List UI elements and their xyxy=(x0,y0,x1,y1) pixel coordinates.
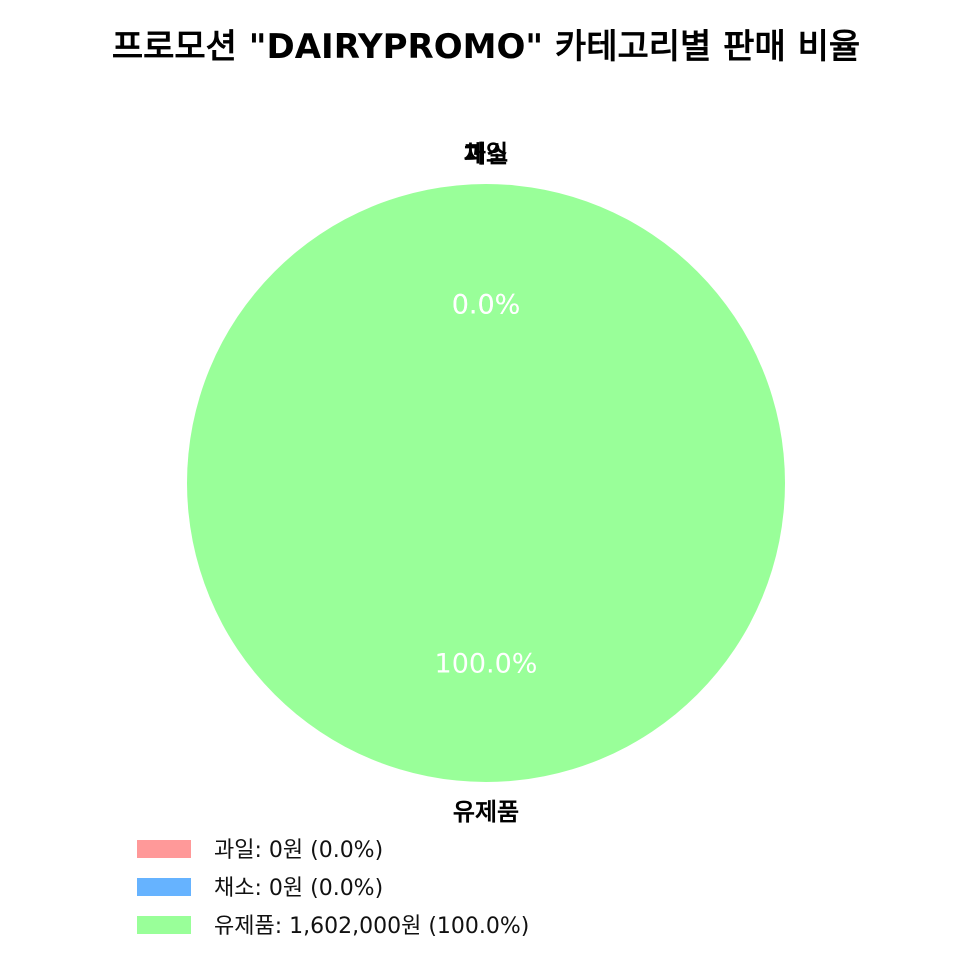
slice-label-1: 과일 xyxy=(464,140,508,168)
legend-entry-3: 유제품: 1,602,000원 (100.0%) xyxy=(214,914,529,939)
legend-swatch-1 xyxy=(137,840,191,858)
legend-entry-2: 채소: 0원 (0.0%) xyxy=(214,876,383,901)
slice-percent-labels: 0.0%0.0%100.0% xyxy=(435,290,538,680)
slice-percent-1: 0.0% xyxy=(452,290,521,321)
legend-entry-1: 과일: 0원 (0.0%) xyxy=(214,838,383,863)
pie-slice-3 xyxy=(187,184,785,782)
legend-swatch-3 xyxy=(137,916,191,934)
slice-percent-2: 0.0% xyxy=(452,290,521,321)
slice-label-3: 유제품 xyxy=(453,798,519,826)
legend: 과일: 0원 (0.0%) 채소: 0원 (0.0%) 유제품: 1,602,000… xyxy=(137,838,529,939)
legend-swatch-2 xyxy=(137,878,191,896)
pie-slices xyxy=(187,184,785,782)
slice-percent-3: 100.0% xyxy=(435,648,538,679)
chart-title: 프로모션 "DAIRYPROMO" 카테고리별 판매 비율 xyxy=(112,27,860,67)
slice-label-2: 채소 xyxy=(464,140,508,168)
